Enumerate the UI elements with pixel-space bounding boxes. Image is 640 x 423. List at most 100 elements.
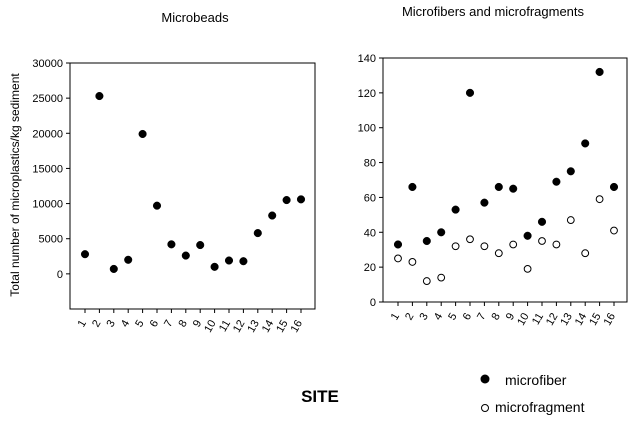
- legend-microfiber-label: microfiber: [505, 372, 567, 388]
- legend-microfragment-marker: [481, 404, 489, 412]
- microbeads-title: Microbeads: [161, 10, 229, 25]
- microfragment-point: [466, 235, 474, 244]
- microfragment-point: [538, 237, 546, 245]
- x-tick-label: 16: [602, 311, 619, 328]
- x-tick-label: 14: [260, 318, 277, 335]
- y-tick-label: 25000: [32, 93, 63, 105]
- microfiber-point: [523, 231, 532, 240]
- microfragment-point: [552, 240, 561, 249]
- microfragment-point: [422, 277, 431, 285]
- microfragment-point: [451, 242, 460, 251]
- microbeads-chart: Microbeads Total number of microplastics…: [8, 10, 316, 335]
- microbeads-points: [80, 91, 306, 273]
- microfragment-point: [408, 258, 417, 266]
- microfragment-point: [509, 240, 518, 249]
- microfibers-chart: Microfibers and microfragments 020406080…: [358, 4, 628, 328]
- x-tick-label: 1: [76, 318, 89, 329]
- microfibers-points: [393, 67, 619, 285]
- x-tick-label: 15: [274, 318, 291, 335]
- microfragment-point: [595, 195, 604, 204]
- microbeads-point: [138, 129, 147, 139]
- y-tick-label: 20: [364, 262, 376, 274]
- x-tick-label: 11: [530, 311, 546, 327]
- y-tick-label: 20000: [32, 128, 63, 140]
- legend: microfiber microfragment: [480, 372, 585, 415]
- microbeads-point: [167, 240, 176, 249]
- y-tick-label: 80: [364, 158, 376, 170]
- microfragment-point: [494, 249, 503, 258]
- microfiber-point: [552, 177, 561, 186]
- y-tick-label: 10000: [32, 199, 63, 211]
- x-tick-label: 7: [475, 311, 488, 322]
- x-tick-label: 2: [90, 318, 103, 329]
- microbeads-point: [268, 211, 277, 220]
- microfragment-point: [394, 254, 402, 263]
- y-tick-label: 60: [364, 192, 376, 204]
- microbeads-point: [80, 250, 90, 259]
- x-tick-label: 4: [119, 318, 132, 329]
- y-axis-label: Total number of microplastics/kg sedimen…: [8, 73, 22, 297]
- y-tick-label: 40: [364, 227, 376, 239]
- legend-microfiber-marker: [480, 374, 490, 384]
- x-tick-label: 3: [104, 318, 117, 329]
- microfragment-point: [610, 226, 618, 235]
- x-tick-label: 8: [489, 311, 502, 322]
- microfiber-point: [422, 236, 431, 246]
- microfiber-point: [566, 167, 575, 176]
- x-tick-label: 12: [231, 318, 248, 335]
- y-tick-label: 5000: [39, 234, 63, 246]
- microfiber-point: [408, 182, 417, 192]
- x-tick-label: 6: [461, 311, 474, 322]
- x-tick-label: 1: [389, 311, 402, 322]
- y-tick-label: 15000: [32, 163, 63, 175]
- x-tick-label: 7: [162, 318, 175, 329]
- x-tick-label: 10: [202, 318, 219, 335]
- microfiber-point: [581, 139, 590, 148]
- x-tick-label: 13: [558, 311, 575, 328]
- x-tick-label: 8: [176, 318, 189, 329]
- microfragment-point: [566, 216, 575, 224]
- x-tick-label: 9: [504, 311, 517, 322]
- microbeads-point: [95, 91, 104, 101]
- microbeads-point: [152, 201, 162, 210]
- microfiber-point: [509, 184, 518, 193]
- microbeads-point: [109, 264, 118, 273]
- x-axis-label-site: SITE: [301, 387, 339, 406]
- microfibers-y-axis: 0 20 40 60 80 100 120 140: [358, 53, 383, 309]
- microfragment-point: [480, 242, 489, 251]
- microbeads-plot-frame: [69, 62, 316, 310]
- x-tick-label: 12: [544, 311, 561, 328]
- microbeads-point: [282, 196, 291, 205]
- microbeads-point: [196, 240, 205, 250]
- x-tick-label: 15: [587, 311, 604, 328]
- microfiber-point: [480, 198, 489, 207]
- x-tick-label: 16: [289, 318, 306, 335]
- x-tick-label: 13: [245, 318, 262, 335]
- x-tick-label: 14: [573, 311, 590, 328]
- microfiber-point: [494, 182, 503, 192]
- microfragment-point: [437, 273, 446, 282]
- microbeads-point: [210, 262, 219, 271]
- x-tick-label: 5: [133, 318, 146, 329]
- microbeads-y-axis: 0 5000 10000 15000 20000 25000 30000: [32, 58, 70, 281]
- x-tick-label: 10: [515, 311, 532, 328]
- microfiber-point: [451, 205, 460, 214]
- microfiber-point: [595, 67, 604, 76]
- microfiber-point: [465, 88, 475, 97]
- microfiber-point: [537, 217, 547, 226]
- microfragment-point: [523, 264, 532, 273]
- microfiber-point: [609, 182, 619, 192]
- x-tick-label: 5: [446, 311, 459, 322]
- legend-microfragment-label: microfragment: [495, 399, 585, 415]
- microbeads-point: [124, 255, 133, 264]
- microfiber-point: [437, 228, 446, 237]
- x-tick-label: 9: [191, 318, 204, 329]
- x-tick-label: 4: [432, 311, 445, 322]
- microfibers-plot-frame: [382, 57, 628, 303]
- microfiber-point: [393, 240, 403, 249]
- x-tick-label: 2: [403, 311, 416, 322]
- microbeads-point: [224, 256, 234, 265]
